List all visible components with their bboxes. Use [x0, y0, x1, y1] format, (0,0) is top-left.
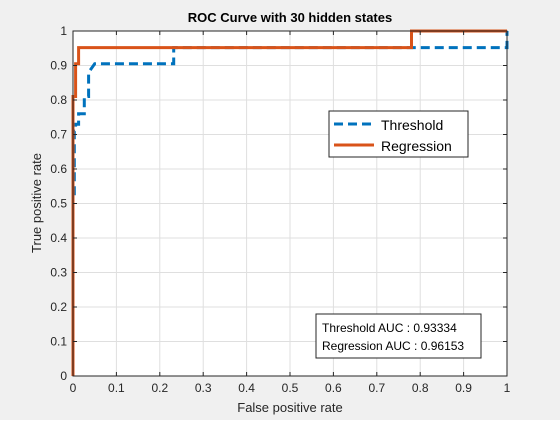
y-axis-label: True positive rate — [29, 153, 44, 253]
x-tick-label: 0.3 — [195, 381, 212, 395]
y-tick-label: 0.2 — [50, 300, 67, 314]
legend-label-threshold: Threshold — [381, 117, 443, 133]
y-tick-label: 0.5 — [50, 197, 67, 211]
x-tick-label: 0.6 — [325, 381, 342, 395]
x-tick-label: 0.1 — [108, 381, 125, 395]
x-tick-label: 0.5 — [282, 381, 299, 395]
series-line-regression — [71, 29, 507, 376]
y-tick-label: 0.1 — [50, 335, 67, 349]
y-tick-label: 0.6 — [50, 162, 67, 176]
series-layer — [71, 29, 509, 376]
y-tick-label: 0.9 — [50, 59, 67, 73]
x-tick-label: 0.8 — [412, 381, 429, 395]
y-tick-label: 0.8 — [50, 93, 67, 107]
auc-annotation-regression: Regression AUC : 0.96153 — [322, 339, 464, 353]
auc-annotation: Threshold AUC : 0.93334 Regression AUC :… — [315, 313, 482, 359]
auc-annotation-threshold: Threshold AUC : 0.93334 — [322, 321, 457, 335]
ticks-layer: 0 0.1 0.2 0.3 0.4 0.5 0.6 0.7 0.8 0.9 1 0 0.1 0.2 0.3 0… — [50, 24, 510, 395]
x-axis-label: False positive rate — [237, 400, 343, 415]
y-tick-label: 0 — [60, 369, 67, 383]
y-tick-label: 0.3 — [50, 266, 67, 280]
legend-box — [328, 110, 469, 158]
x-tick-label: 0.4 — [238, 381, 255, 395]
legend: Threshold Regression — [328, 110, 469, 158]
chart-title: ROC Curve with 30 hidden states — [188, 10, 392, 25]
x-tick-label: 0 — [70, 381, 77, 395]
legend-label-regression: Regression — [381, 138, 452, 154]
x-tick-label: 0.2 — [151, 381, 168, 395]
x-tick-label: 1 — [504, 381, 511, 395]
y-tick-label: 0.4 — [50, 231, 67, 245]
x-tick-label: 0.7 — [368, 381, 385, 395]
y-tick-label: 0.7 — [50, 128, 67, 142]
auc-annotation-box — [315, 313, 482, 359]
y-tick-label: 1 — [60, 24, 67, 38]
x-tick-label: 0.9 — [455, 381, 472, 395]
